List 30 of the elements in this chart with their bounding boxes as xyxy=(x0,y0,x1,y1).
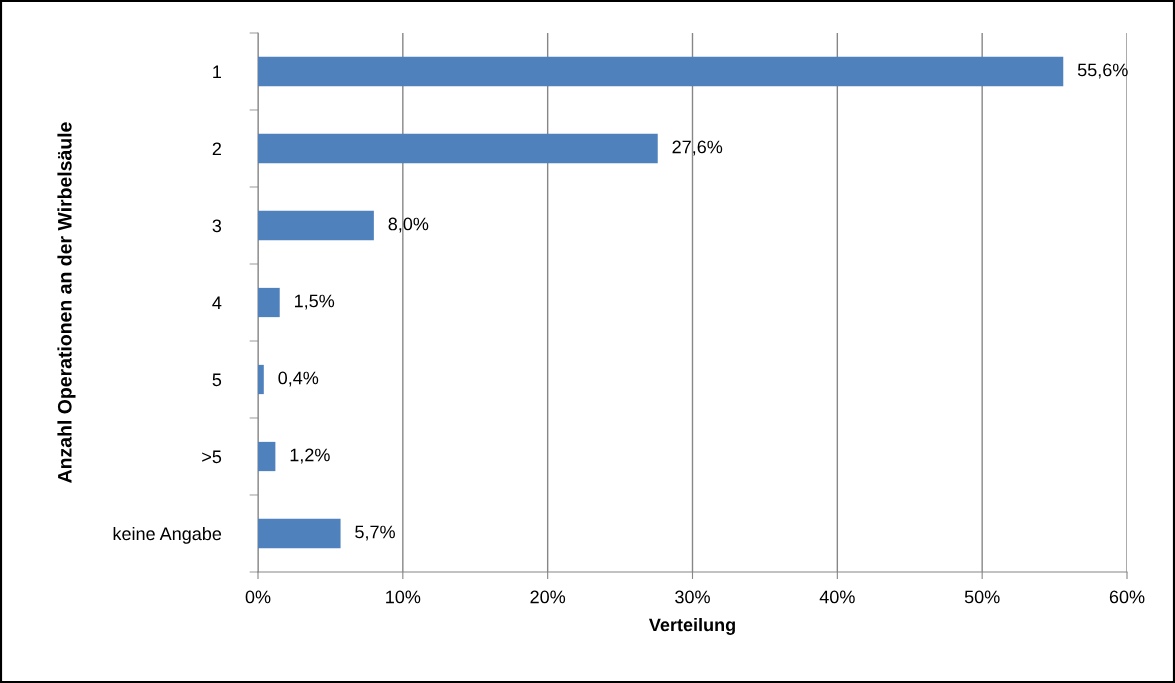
x-tick-label: 60% xyxy=(1109,590,1145,604)
x-tick-label: 30% xyxy=(675,590,710,604)
data-label: 5,7% xyxy=(355,525,395,541)
y-tick-label: 1 xyxy=(213,65,222,79)
bar xyxy=(258,518,341,549)
x-axis-title: Verteilung xyxy=(648,618,735,635)
bar xyxy=(258,133,658,164)
data-label: 55,6% xyxy=(1077,63,1128,79)
bar xyxy=(258,364,264,395)
data-label: 0,4% xyxy=(278,371,319,387)
bar xyxy=(258,441,276,472)
bar xyxy=(258,56,1064,87)
x-tick-label: 0% xyxy=(245,590,271,604)
x-tick-label: 40% xyxy=(819,590,855,604)
y-tick-label: >5 xyxy=(202,450,222,464)
x-tick-label: 50% xyxy=(964,590,1000,604)
y-tick-label: 4 xyxy=(212,296,222,310)
y-tick-label: 3 xyxy=(212,219,222,233)
data-label: 1,5% xyxy=(294,294,335,310)
x-tick-label: 10% xyxy=(386,590,421,604)
x-tick-label: 20% xyxy=(530,590,566,604)
bar xyxy=(258,210,374,241)
y-axis-title: Anzahl Operationen an der Wirbelsäule xyxy=(57,122,76,483)
data-label: 27,6% xyxy=(672,140,723,156)
y-tick-label: keine Angabe xyxy=(113,526,222,544)
y-tick-label: 2 xyxy=(212,142,221,156)
y-tick-label: 5 xyxy=(212,373,222,387)
data-label: 8,0% xyxy=(388,217,429,233)
data-label: 1,2% xyxy=(290,448,330,464)
bar xyxy=(258,287,280,318)
